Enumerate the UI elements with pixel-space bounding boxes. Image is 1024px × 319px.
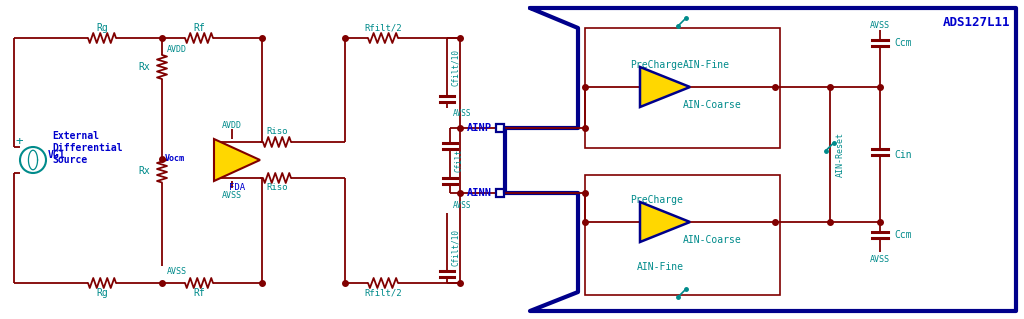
Text: Cfilt/10: Cfilt/10: [451, 49, 460, 86]
Text: FDA: FDA: [229, 183, 245, 192]
Text: AVSS: AVSS: [222, 190, 242, 199]
Text: +: +: [15, 136, 23, 149]
Text: AVSS: AVSS: [870, 21, 890, 31]
Text: VG1: VG1: [48, 150, 66, 160]
Text: AVDD: AVDD: [222, 122, 242, 130]
Text: Riso: Riso: [266, 128, 288, 137]
Text: AIN-Fine: AIN-Fine: [683, 60, 730, 70]
Text: AIN-Coarse: AIN-Coarse: [683, 235, 741, 245]
Bar: [496, 124, 504, 132]
Text: Rg: Rg: [96, 288, 108, 298]
Text: PreCharge: PreCharge: [630, 60, 683, 70]
Text: AIN-Coarse: AIN-Coarse: [683, 100, 741, 110]
Text: AIN-Fine: AIN-Fine: [637, 262, 684, 272]
Text: AVDD: AVDD: [167, 46, 187, 55]
Text: ADS127L11: ADS127L11: [942, 16, 1010, 28]
Text: Rx: Rx: [138, 166, 150, 175]
Bar: [585, 175, 780, 295]
Text: AINN: AINN: [467, 188, 492, 198]
Polygon shape: [640, 202, 690, 242]
Text: Vocm: Vocm: [165, 154, 185, 163]
Text: Rg: Rg: [96, 23, 108, 33]
Bar: [496, 189, 504, 197]
Text: AVSS: AVSS: [453, 201, 471, 210]
Text: Rx: Rx: [138, 62, 150, 72]
Text: Cin: Cin: [894, 150, 911, 160]
Text: Ccm: Ccm: [894, 38, 911, 48]
Text: Rfilt/2: Rfilt/2: [365, 24, 401, 33]
Text: Cfilt/10: Cfilt/10: [451, 229, 460, 266]
Text: Ccm: Ccm: [894, 230, 911, 240]
Text: Riso: Riso: [266, 183, 288, 192]
Polygon shape: [214, 139, 260, 181]
Polygon shape: [640, 67, 690, 107]
Text: PreCharge: PreCharge: [630, 195, 683, 205]
Text: AVSS: AVSS: [167, 266, 187, 276]
Bar: [585, 28, 780, 148]
Text: AVSS: AVSS: [870, 256, 890, 264]
Text: Rfilt/2: Rfilt/2: [365, 288, 401, 298]
Text: Cfilt: Cfilt: [455, 149, 464, 172]
Text: Rf: Rf: [194, 288, 205, 298]
Text: External
Differential
Source: External Differential Source: [52, 131, 123, 165]
Text: −: −: [219, 145, 226, 158]
Text: AIN-Reset: AIN-Reset: [836, 132, 845, 177]
Text: AVSS: AVSS: [453, 108, 471, 117]
Text: AINP: AINP: [467, 123, 492, 133]
Text: Rf: Rf: [194, 23, 205, 33]
Text: +: +: [219, 162, 226, 175]
